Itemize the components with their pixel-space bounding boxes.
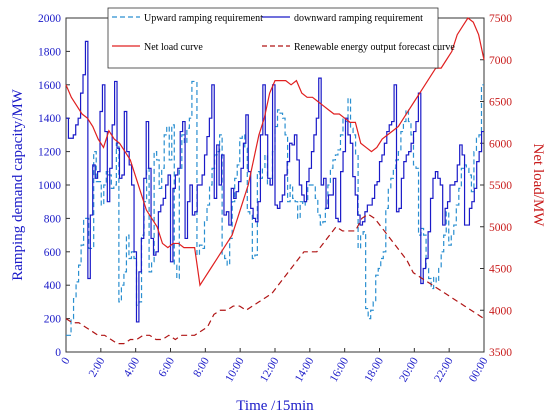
x-tick-label: 0 — [59, 355, 72, 366]
y-left-tick-label: 400 — [44, 280, 62, 292]
x-tick-label: 16:00 — [328, 355, 352, 384]
y-axis-right-label: Net load/MW — [530, 144, 546, 228]
x-tick-label: 6:00 — [156, 355, 177, 379]
downward-ramping-line — [66, 40, 484, 323]
x-tick-label: 18:00 — [363, 355, 387, 384]
y-left-tick-label: 1000 — [38, 180, 61, 192]
y-right-tick-label: 3500 — [489, 347, 512, 359]
y-left-tick-label: 1800 — [38, 46, 61, 58]
x-tick-label: 4:00 — [122, 355, 143, 379]
x-tick-label: 10:00 — [223, 355, 247, 384]
x-tick-label: 14:00 — [293, 355, 317, 384]
y-right-tick-label: 5500 — [489, 180, 512, 192]
x-tick-label: 8:00 — [191, 355, 212, 379]
net-load-line — [65, 17, 485, 287]
y-right-tick-label: 7500 — [489, 13, 512, 25]
y-left-tick-label: 1400 — [38, 113, 61, 125]
x-tick-label: 20:00 — [397, 355, 421, 384]
y-axis-left-label: Ramping demand capacity/MW — [10, 88, 26, 280]
y-left-tick-label: 1600 — [38, 80, 61, 92]
y-right-tick-label: 7000 — [489, 55, 512, 67]
y-left-tick-label: 200 — [44, 314, 62, 326]
x-tick-label: 2:00 — [87, 355, 108, 379]
x-tick-label: 00:00 — [467, 355, 491, 384]
y-right-tick-label: 5000 — [489, 222, 512, 234]
legend: Upward ramping requirement downward ramp… — [107, 7, 455, 69]
y-right-tick-label: 4000 — [489, 305, 512, 317]
legend-upward-label: Upward ramping requirement — [144, 13, 263, 24]
y-right-tick-label: 6500 — [489, 97, 512, 109]
y-right-tick-label: 6000 — [489, 138, 512, 150]
x-axis-label: Time /15min — [236, 398, 314, 414]
y-left-tick-label: 0 — [55, 347, 61, 359]
x-tick-label: 12:00 — [258, 355, 282, 384]
y-left-tick-label: 2000 — [38, 13, 61, 25]
x-tick-label: 22:00 — [432, 355, 456, 384]
renewable-forecast-line — [65, 213, 485, 345]
y-left-tick-label: 1200 — [38, 147, 61, 159]
legend-downward-label: downward ramping requirement — [294, 13, 423, 24]
legend-net-label: Net load curve — [144, 42, 203, 53]
y-left-tick-label: 800 — [44, 213, 62, 225]
y-right-tick-label: 4500 — [489, 264, 512, 276]
legend-box — [107, 7, 439, 69]
series-layer — [65, 17, 485, 345]
legend-renewable-label: Renewable energy output forecast curve — [294, 42, 455, 53]
y-left-tick-label: 600 — [44, 247, 62, 259]
